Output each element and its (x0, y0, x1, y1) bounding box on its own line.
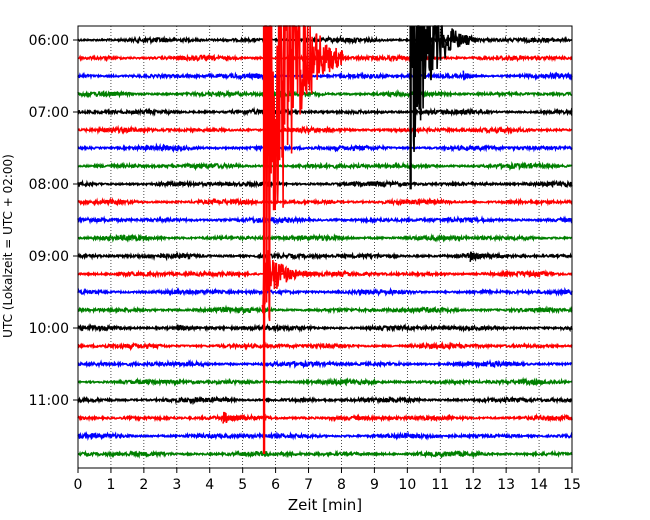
trace-9 (77, 196, 573, 207)
event-6 (462, 70, 490, 81)
y-tick-label-06:00: 06:00 (29, 33, 69, 49)
trace-11 (77, 233, 573, 243)
trace-5 (77, 124, 573, 136)
trace-7 (77, 160, 573, 172)
y-axis-label: UTC (Lokalzeit = UTC + 02:00) (1, 154, 15, 338)
trace-13 (77, 269, 573, 279)
trace-10 (77, 214, 573, 225)
event-3 (222, 411, 263, 424)
x-tick-label-0: 0 (74, 477, 83, 493)
trace-6 (77, 142, 573, 154)
y-axis-ticks: 06:00 07:00 08:00 09:00 10:00 11:00 (29, 33, 78, 409)
x-axis-ticks: 0 1 2 3 4 5 6 7 8 9 10 11 12 13 14 15 (74, 468, 581, 493)
plot-area-frame (77, 25, 573, 469)
x-tick-label-2: 2 (139, 477, 148, 493)
y-tick-label-11:00: 11:00 (29, 393, 69, 409)
event-0 (409, 25, 477, 152)
trace-16 (77, 323, 573, 333)
trace-21 (77, 412, 573, 423)
x-axis-label: Zeit [min] (288, 496, 362, 514)
trace-18 (77, 358, 573, 369)
trace-3 (77, 89, 573, 99)
x-tick-label-5: 5 (238, 477, 247, 493)
x-tick-label-8: 8 (337, 477, 346, 493)
event-2 (261, 250, 323, 314)
x-tick-label-1: 1 (106, 477, 115, 493)
x-tick-label-3: 3 (172, 477, 181, 493)
event-5 (176, 324, 203, 331)
x-tick-label-4: 4 (205, 477, 214, 493)
x-tick-label-6: 6 (271, 477, 280, 493)
trace-layer (77, 34, 573, 459)
trace-0 (77, 34, 573, 46)
x-tick-label-9: 9 (370, 477, 379, 493)
x-tick-label-15: 15 (563, 477, 581, 493)
event-4 (469, 251, 510, 263)
y-tick-label-10:00: 10:00 (29, 321, 69, 337)
trace-15 (77, 304, 573, 316)
x-tick-label-14: 14 (530, 477, 548, 493)
x-tick-label-13: 13 (497, 477, 515, 493)
trace-22 (77, 430, 573, 441)
x-tick-label-12: 12 (464, 477, 482, 493)
trace-19 (77, 376, 573, 387)
trace-2 (77, 71, 573, 82)
trace-17 (77, 340, 573, 352)
x-tick-label-7: 7 (304, 477, 313, 493)
trace-14 (77, 286, 573, 297)
x-tick-label-10: 10 (398, 477, 416, 493)
x-tick-label-11: 11 (431, 477, 449, 493)
trace-8 (77, 179, 573, 189)
y-tick-label-08:00: 08:00 (29, 177, 69, 193)
y-tick-label-07:00: 07:00 (29, 105, 69, 121)
trace-20 (77, 395, 573, 406)
trace-23 (77, 449, 573, 459)
trace-4 (77, 106, 573, 117)
y-tick-label-09:00: 09:00 (29, 249, 69, 265)
